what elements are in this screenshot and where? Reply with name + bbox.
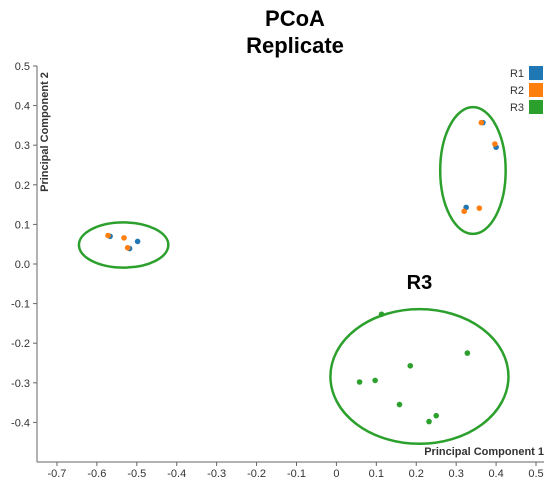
- chart-title-group: PCoA Replicate: [246, 6, 344, 58]
- legend-label-r1: R1: [510, 68, 524, 80]
- chart-title-line-2: Replicate: [246, 33, 344, 58]
- x-tick-label: -0.4: [167, 468, 186, 480]
- y-tick-label: 0.1: [15, 219, 30, 231]
- y-tick-label: 0.4: [15, 101, 30, 113]
- x-tick-label: 0.5: [528, 468, 543, 480]
- data-point-r2: [124, 244, 131, 251]
- cluster-ellipse: [77, 221, 170, 269]
- x-tick-label: 0: [333, 468, 339, 480]
- y-tick-label: 0.3: [15, 140, 30, 152]
- axes-group: -0.7 -0.6 -0.5 -0.4 -0.3 -0.2 -0.1 0 0.1 0.2 0.3 0.…: [11, 61, 544, 480]
- y-tick-label: 0.0: [15, 259, 30, 271]
- data-point-r2: [492, 141, 498, 147]
- cluster-ellipse: [329, 307, 510, 446]
- legend-label-r2: R2: [510, 85, 524, 97]
- y-tick-label: 0.5: [15, 61, 30, 73]
- y-axis-title: Principal Component 2: [39, 72, 51, 192]
- legend-label-r3: R3: [510, 102, 524, 114]
- y-tick-label: 0.2: [15, 180, 30, 192]
- data-point-r3: [372, 377, 378, 384]
- x-tick-label: -0.6: [87, 468, 106, 480]
- data-points: [105, 119, 499, 425]
- x-tick-label: 0.2: [409, 468, 424, 480]
- x-tick-label: -0.2: [247, 468, 266, 480]
- legend-swatch-r2: [529, 83, 543, 97]
- cluster-ellipse: [438, 105, 507, 236]
- data-point-r3: [356, 379, 363, 385]
- x-tick-label: 0.1: [369, 468, 384, 480]
- data-point-r2: [478, 119, 485, 126]
- data-point-r2: [105, 232, 111, 239]
- x-tick-label: -0.7: [47, 468, 66, 480]
- x-tick-label: -0.5: [127, 468, 146, 480]
- data-point-r2: [476, 205, 483, 211]
- legend-swatch-r3: [529, 100, 543, 114]
- data-point-r3: [426, 418, 432, 425]
- data-point-r3: [407, 362, 414, 369]
- y-tick-label: -0.2: [11, 338, 30, 350]
- data-point-r1: [134, 238, 141, 245]
- cluster-ellipses: [77, 105, 510, 446]
- y-tick-label: -0.1: [11, 299, 30, 311]
- chart-title-line-1: PCoA: [265, 6, 325, 31]
- data-point-r3: [378, 311, 385, 318]
- x-tick-label: -0.3: [207, 468, 226, 480]
- data-point-r3: [464, 350, 471, 356]
- annotations-group: R3: [407, 272, 433, 294]
- data-point-r2: [121, 235, 127, 241]
- y-tick-label: -0.4: [11, 417, 30, 429]
- legend: R1 R2 R3: [510, 66, 543, 114]
- x-axis-title: Principal Component 1: [424, 446, 544, 458]
- legend-swatch-r1: [529, 66, 543, 80]
- x-tick-label: 0.4: [488, 468, 503, 480]
- data-point-r3: [396, 401, 403, 408]
- data-point-r3: [433, 412, 440, 419]
- y-tick-label: -0.3: [11, 378, 30, 390]
- data-point-r2: [461, 208, 467, 215]
- x-tick-label: 0.3: [449, 468, 464, 480]
- x-tick-label: -0.1: [287, 468, 306, 480]
- cluster-annotation-label: R3: [407, 272, 433, 294]
